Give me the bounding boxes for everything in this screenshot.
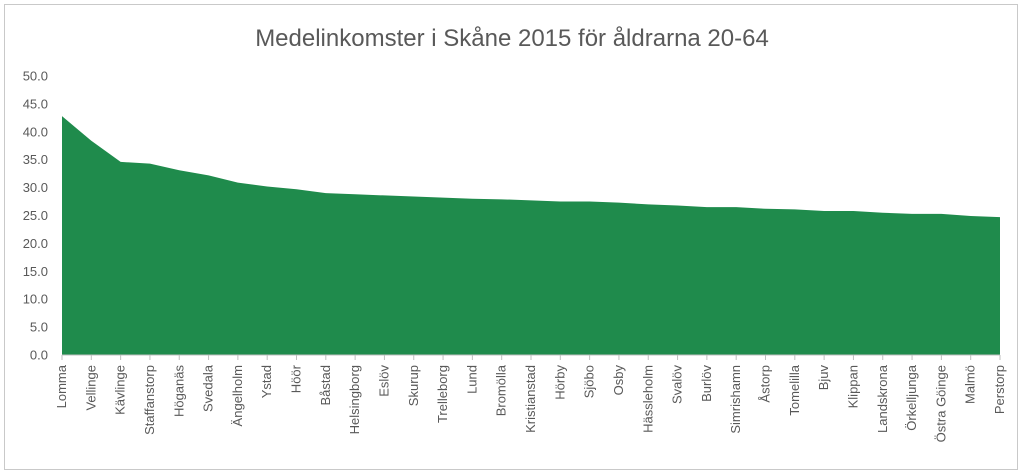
x-tick-label: Staffanstorp [142, 365, 157, 435]
y-tick-label: 0.0 [30, 348, 48, 363]
x-tick-label: Perstorp [992, 365, 1007, 414]
area-series [62, 116, 1000, 356]
x-tick-label: Ystad [259, 365, 274, 398]
y-tick-label: 20.0 [23, 236, 48, 251]
x-tick-label: Kristianstad [523, 365, 538, 433]
x-tick-label: Sjöbo [582, 365, 597, 398]
x-tick-label: Svedala [201, 364, 216, 412]
x-tick-label: Ängelholm [230, 365, 245, 426]
x-tick-label: Båstad [318, 365, 333, 405]
x-tick-label: Klippan [845, 365, 860, 408]
y-tick-label: 30.0 [23, 180, 48, 195]
x-tick-label: Burlöv [699, 365, 714, 402]
y-tick-label: 25.0 [23, 208, 48, 223]
x-tick-label: Örkelljunga [904, 364, 919, 431]
x-tick-label: Trelleborg [435, 365, 450, 423]
x-tick-label: Åstorp [758, 365, 773, 403]
x-tick-label: Malmö [963, 365, 978, 404]
x-tick-label: Hörby [552, 365, 567, 400]
chart-title: Medelinkomster i Skåne 2015 för åldrarna… [255, 25, 769, 52]
x-tick-label: Vellinge [83, 365, 98, 411]
x-tick-label: Eslöv [376, 365, 391, 397]
y-tick-label: 5.0 [30, 320, 48, 335]
y-tick-label: 50.0 [23, 69, 48, 84]
x-tick-label: Simrishamn [728, 365, 743, 434]
x-tick-label: Bromölla [494, 364, 509, 416]
x-axis: Lomma Vellinge Kävlinge Staffanstorp Höganäs… [54, 355, 1007, 442]
y-tick-label: 10.0 [23, 292, 48, 307]
x-tick-label: Hässleholm [640, 365, 655, 433]
x-tick-label: Landskrona [875, 364, 890, 433]
y-axis: 0.0 5.0 10.0 15.0 20.0 25.0 30.0 35.0 40.0 45.0 50… [23, 69, 48, 363]
y-tick-label: 15.0 [23, 264, 48, 279]
x-tick-label: Skurup [406, 365, 421, 406]
x-tick-label: Kävlinge [113, 365, 128, 415]
x-tick-label: Helsingborg [347, 365, 362, 434]
x-tick-label: Svalöv [670, 365, 685, 405]
x-tick-label: Lomma [54, 364, 69, 408]
y-tick-label: 45.0 [23, 96, 48, 111]
y-tick-label: 35.0 [23, 152, 48, 167]
x-tick-label: Lund [464, 365, 479, 394]
x-tick-label: Höganäs [171, 365, 186, 418]
x-tick-label: Tomelilla [787, 364, 802, 415]
x-tick-label: Östra Göinge [933, 365, 948, 442]
x-tick-label: Bjuv [816, 365, 831, 391]
x-tick-label: Osby [611, 365, 626, 396]
x-tick-label: Höör [289, 364, 304, 393]
y-tick-label: 40.0 [23, 124, 48, 139]
